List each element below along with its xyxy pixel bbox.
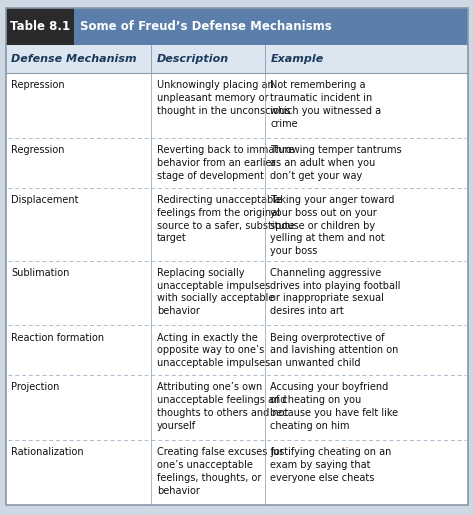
Bar: [6, 375, 468, 440]
Text: Displacement: Displacement: [11, 195, 79, 205]
Bar: [74, 8, 468, 45]
Text: Redirecting unacceptable
feelings from the original
source to a safer, substitut: Redirecting unacceptable feelings from t…: [157, 195, 295, 244]
Text: Being overprotective of
and lavishing attention on
an unwanted child: Being overprotective of and lavishing at…: [271, 333, 399, 368]
Text: Acting in exactly the
opposite way to one’s
unacceptable impulses: Acting in exactly the opposite way to on…: [157, 333, 270, 368]
Text: Sublimation: Sublimation: [11, 268, 70, 278]
Bar: [6, 73, 468, 138]
Text: Repression: Repression: [11, 80, 65, 90]
Text: Some of Freud’s Defense Mechanisms: Some of Freud’s Defense Mechanisms: [80, 20, 332, 33]
Text: Rationalization: Rationalization: [11, 447, 84, 457]
Bar: [6, 261, 468, 325]
Text: Not remembering a
traumatic incident in
which you witnessed a
crime: Not remembering a traumatic incident in …: [271, 80, 382, 129]
Bar: [6, 188, 468, 261]
Text: Table 8.1: Table 8.1: [10, 20, 70, 33]
Text: Creating false excuses for
one’s unacceptable
feelings, thoughts, or
behavior: Creating false excuses for one’s unaccep…: [157, 447, 284, 495]
Text: Example: Example: [271, 54, 324, 64]
Text: Throwing temper tantrums
as an adult when you
don’t get your way: Throwing temper tantrums as an adult whe…: [271, 145, 402, 181]
Bar: [6, 73, 14, 505]
Bar: [6, 325, 468, 375]
Text: Taking your anger toward
your boss out on your
spouse or children by
yelling at : Taking your anger toward your boss out o…: [271, 195, 395, 256]
Text: Justifying cheating on an
exam by saying that
everyone else cheats: Justifying cheating on an exam by saying…: [271, 447, 392, 483]
Text: Accusing your boyfriend
of cheating on you
because you have felt like
cheating o: Accusing your boyfriend of cheating on y…: [271, 383, 399, 431]
Bar: [6, 8, 74, 45]
Text: Channeling aggressive
drives into playing football
or inappropriate sexual
desir: Channeling aggressive drives into playin…: [271, 268, 401, 316]
Text: Replacing socially
unacceptable impulses
with socially acceptable
behavior: Replacing socially unacceptable impulses…: [157, 268, 274, 316]
Bar: [6, 440, 468, 505]
Text: Unknowingly placing an
unpleasant memory or
thought in the unconscious: Unknowingly placing an unpleasant memory…: [157, 80, 291, 116]
Text: Defense Mechanism: Defense Mechanism: [11, 54, 137, 64]
Text: Reverting back to immature
behavior from an earlier
stage of development: Reverting back to immature behavior from…: [157, 145, 294, 181]
Text: Description: Description: [157, 54, 229, 64]
Text: Reaction formation: Reaction formation: [11, 333, 104, 342]
Text: Attributing one’s own
unacceptable feelings and
thoughts to others and not
yours: Attributing one’s own unacceptable feeli…: [157, 383, 289, 431]
Text: Regression: Regression: [11, 145, 65, 155]
Text: Projection: Projection: [11, 383, 60, 392]
Bar: [6, 45, 468, 73]
Bar: [6, 138, 468, 188]
